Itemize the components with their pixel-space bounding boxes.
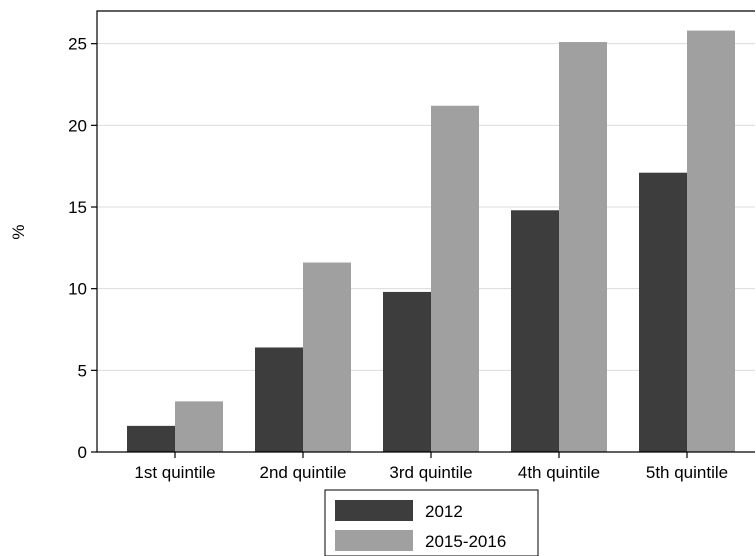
plot-frame bbox=[96, 10, 755, 453]
bar-2012-1st-quintile bbox=[127, 425, 175, 452]
legend-swatch-2015-2016 bbox=[335, 530, 413, 551]
x-tick-label-2: 2nd quintile bbox=[260, 463, 347, 482]
y-tick-label-15: 15 bbox=[68, 198, 87, 217]
x-tick-label-1: 1st quintile bbox=[134, 463, 215, 482]
bar-2012-3rd-quintile bbox=[383, 291, 431, 452]
bars bbox=[127, 30, 735, 453]
bar-2015-2016-4th-quintile bbox=[559, 42, 607, 453]
x-tick-label-5: 5th quintile bbox=[646, 463, 728, 482]
y-tick-label-20: 20 bbox=[68, 116, 87, 135]
legend: 2012 2015-2016 bbox=[324, 489, 539, 556]
bar-2012-2nd-quintile bbox=[255, 347, 303, 452]
x-axis: 1st quintile 2nd quintile 3rd quintile 4th … bbox=[134, 452, 728, 482]
x-tick-label-4: 4th quintile bbox=[518, 463, 600, 482]
legend-label-2012: 2012 bbox=[425, 502, 463, 521]
y-tick-label-5: 5 bbox=[78, 361, 87, 380]
legend-swatch-2012 bbox=[335, 500, 413, 521]
plot-border bbox=[96, 10, 755, 453]
bar-2015-2016-3rd-quintile bbox=[431, 105, 479, 452]
y-tick-label-10: 10 bbox=[68, 280, 87, 299]
bar-2015-2016-5th-quintile bbox=[687, 30, 735, 452]
y-tick-label-25: 25 bbox=[68, 35, 87, 54]
legend-label-2015-2016: 2015-2016 bbox=[425, 532, 506, 551]
y-axis: 0 5 10 15 20 25 bbox=[68, 35, 97, 462]
y-tick-label-0: 0 bbox=[78, 443, 87, 462]
bar-2015-2016-1st-quintile bbox=[175, 401, 223, 452]
x-tick-label-3: 3rd quintile bbox=[389, 463, 472, 482]
bar-2012-5th-quintile bbox=[639, 172, 687, 452]
y-axis-label: % bbox=[9, 224, 28, 239]
bar-2015-2016-2nd-quintile bbox=[303, 262, 351, 452]
bar-2012-4th-quintile bbox=[511, 210, 559, 452]
